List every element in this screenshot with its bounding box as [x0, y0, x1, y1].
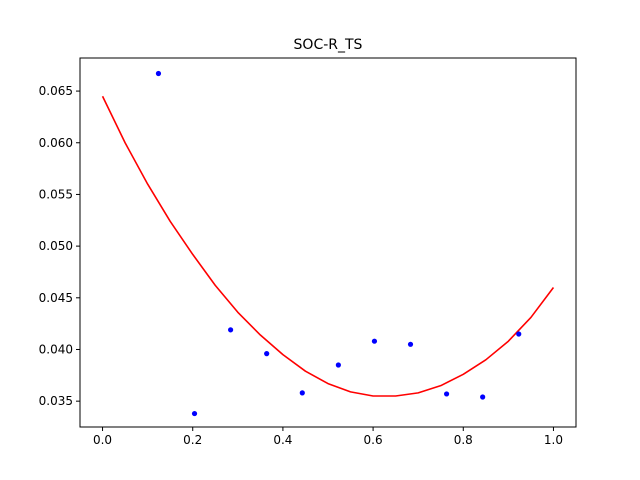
data-point — [191, 410, 198, 417]
data-point — [228, 327, 234, 333]
x-tick-label: 0.2 — [183, 433, 202, 447]
axes-frame — [79, 57, 577, 428]
plot-area: 0.0 0.2 0.4 0.6 0.8 1.0 0.035 0.040 0.045 0.050 0.… — [39, 57, 577, 447]
x-tick-label: 0.6 — [364, 433, 383, 447]
data-point — [264, 351, 270, 357]
y-tick-label: 0.035 — [39, 394, 73, 408]
y-tick-label: 0.065 — [39, 84, 73, 98]
y-tick-label: 0.055 — [39, 187, 73, 201]
x-tick-label: 0.8 — [454, 433, 473, 447]
x-tick-label: 0.4 — [273, 433, 292, 447]
y-tick-label: 0.050 — [39, 239, 73, 253]
fit-curve-line — [101, 95, 555, 397]
y-tick-label: 0.045 — [39, 291, 73, 305]
data-point — [480, 394, 486, 400]
data-point — [516, 331, 522, 337]
data-point — [335, 362, 341, 368]
y-tick-label: 0.060 — [39, 136, 73, 150]
data-point — [371, 338, 378, 344]
y-tick-label: 0.040 — [39, 342, 73, 356]
x-tick-label: 1.0 — [544, 433, 563, 447]
chart-title: SOC-R_TS — [294, 37, 363, 53]
data-point — [155, 70, 162, 77]
data-point — [407, 341, 414, 347]
data-point — [443, 391, 450, 397]
x-tick-label: 0.0 — [93, 433, 112, 447]
data-point — [299, 390, 305, 396]
